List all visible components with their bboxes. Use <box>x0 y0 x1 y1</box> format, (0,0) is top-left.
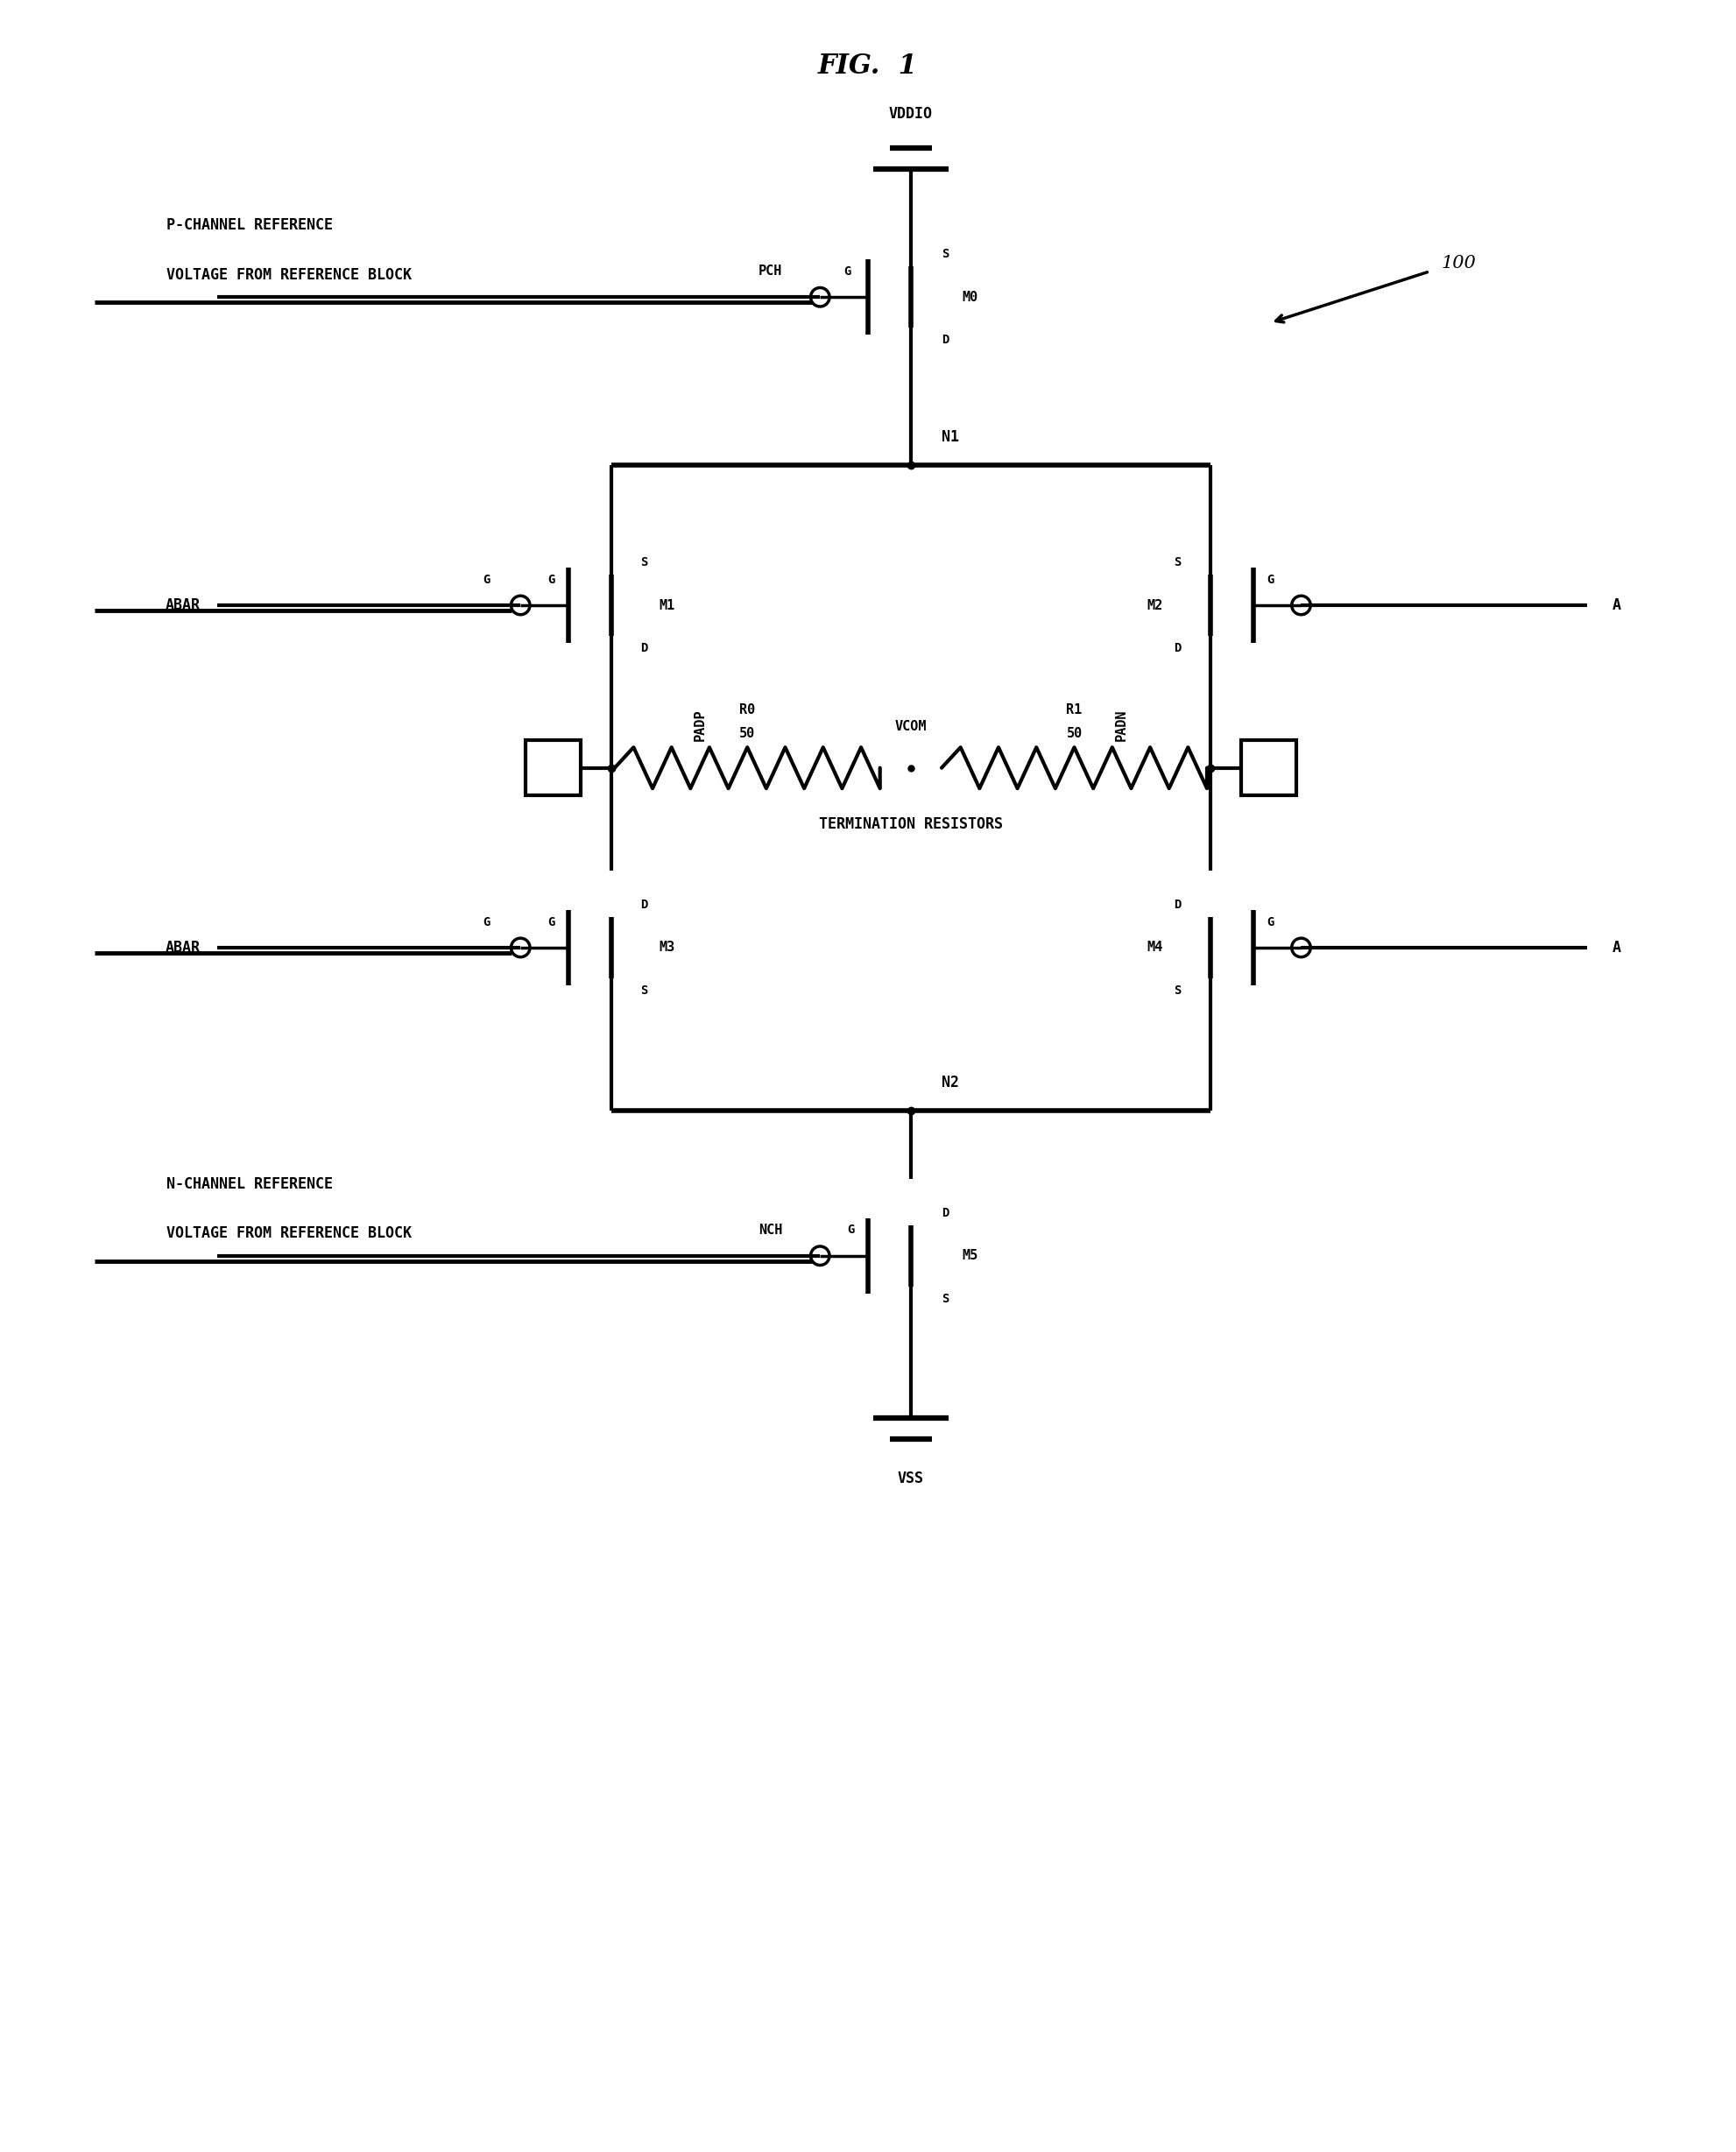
Text: PADP: PADP <box>694 708 707 740</box>
Text: ABAR: ABAR <box>165 940 200 955</box>
Text: S: S <box>941 247 950 260</box>
Text: VOLTAGE FROM REFERENCE BLOCK: VOLTAGE FROM REFERENCE BLOCK <box>167 1227 411 1242</box>
Text: NCH: NCH <box>759 1224 783 1237</box>
Text: N-CHANNEL REFERENCE: N-CHANNEL REFERENCE <box>167 1175 333 1192</box>
Text: PCH: PCH <box>759 265 783 278</box>
Text: S: S <box>641 983 648 996</box>
Text: G: G <box>483 572 490 585</box>
Text: M4: M4 <box>1146 940 1163 953</box>
Text: VSS: VSS <box>898 1470 924 1487</box>
Text: M1: M1 <box>660 598 675 611</box>
Text: R0: R0 <box>740 704 755 717</box>
Text: G: G <box>847 1224 854 1235</box>
Bar <box>526 740 580 796</box>
Text: D: D <box>641 641 648 654</box>
Text: 50: 50 <box>1066 727 1082 740</box>
Text: G: G <box>483 917 490 928</box>
Text: D: D <box>1174 900 1180 910</box>
Text: P-CHANNEL REFERENCE: P-CHANNEL REFERENCE <box>167 217 333 232</box>
Text: D: D <box>1174 641 1180 654</box>
Text: ABAR: ABAR <box>165 598 200 613</box>
Bar <box>1241 740 1297 796</box>
Text: G: G <box>844 265 851 278</box>
Text: G: G <box>1267 572 1274 585</box>
Text: M2: M2 <box>1146 598 1163 611</box>
Text: M0: M0 <box>962 291 977 303</box>
Text: A: A <box>1613 598 1621 613</box>
Text: N1: N1 <box>941 430 958 445</box>
Text: M5: M5 <box>962 1248 977 1263</box>
Text: N2: N2 <box>941 1076 958 1091</box>
Text: D: D <box>941 334 950 346</box>
Text: G: G <box>547 572 556 585</box>
Text: A: A <box>1613 940 1621 955</box>
Text: R1: R1 <box>1066 704 1082 717</box>
Text: M3: M3 <box>660 940 675 953</box>
Text: FIG.  1: FIG. 1 <box>818 52 918 80</box>
Text: S: S <box>941 1293 950 1304</box>
Text: VCOM: VCOM <box>894 721 927 734</box>
Text: D: D <box>941 1207 950 1218</box>
Text: D: D <box>641 900 648 910</box>
Text: S: S <box>641 557 648 568</box>
Text: S: S <box>1174 557 1180 568</box>
Text: TERMINATION RESISTORS: TERMINATION RESISTORS <box>819 816 1003 833</box>
Text: VOLTAGE FROM REFERENCE BLOCK: VOLTAGE FROM REFERENCE BLOCK <box>167 267 411 282</box>
Text: G: G <box>547 917 556 928</box>
Text: PADN: PADN <box>1115 708 1128 740</box>
Text: VDDIO: VDDIO <box>889 105 932 123</box>
Text: 100: 100 <box>1441 254 1476 271</box>
Text: G: G <box>1267 917 1274 928</box>
Text: 50: 50 <box>740 727 755 740</box>
Text: S: S <box>1174 983 1180 996</box>
